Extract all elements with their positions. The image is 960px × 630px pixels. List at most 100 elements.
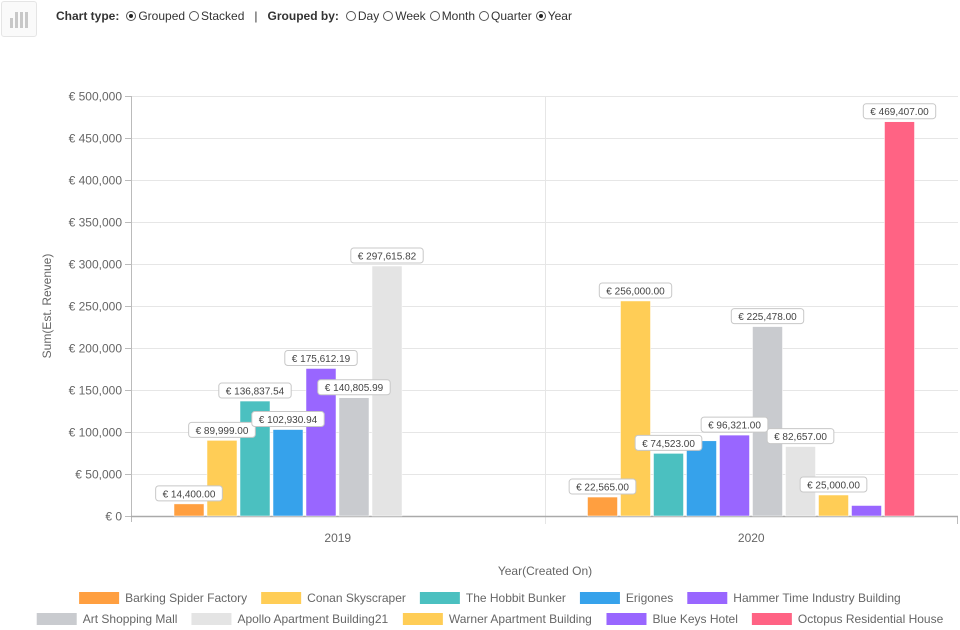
- radio-circle-icon[interactable]: [383, 11, 394, 21]
- legend-swatch: [579, 592, 620, 604]
- bar: [719, 434, 750, 517]
- data-label-text: € 89,999.00: [196, 426, 249, 437]
- data-label-text: € 74,523.00: [642, 439, 695, 450]
- legend-item[interactable]: The Hobbit Bunker: [419, 591, 566, 605]
- y-axis-title: Sum(Est. Revenue): [40, 254, 54, 359]
- radio-label: Month: [441, 9, 476, 23]
- legend-label: Art Shopping Mall: [83, 612, 178, 626]
- legend-label: Warner Apartment Building: [449, 612, 592, 626]
- bar: [173, 503, 205, 517]
- data-label-text: € 102,930.94: [259, 415, 318, 426]
- radio-circle-icon[interactable]: [126, 11, 137, 21]
- data-label-text: € 14,400.00: [163, 489, 216, 500]
- legend-item[interactable]: Hammer Time Industry Building: [687, 591, 901, 605]
- legend-label: Blue Keys Hotel: [652, 612, 737, 626]
- y-tick-label: € 150,000: [69, 384, 123, 398]
- data-label: € 82,657.00: [766, 428, 835, 445]
- data-label: € 297,615.82: [350, 247, 424, 264]
- legend-item[interactable]: Erigones: [579, 591, 673, 605]
- data-label-text: € 136,837.54: [226, 387, 285, 398]
- x-tick-label: 2020: [738, 531, 765, 545]
- data-label: € 225,478.00: [730, 308, 805, 325]
- data-label-text: € 297,615.82: [358, 252, 417, 263]
- bar: [338, 397, 370, 517]
- data-label: € 74,523.00: [634, 434, 703, 451]
- y-tick-label: € 200,000: [69, 342, 123, 356]
- y-tick-label: € 50,000: [75, 468, 122, 482]
- legend-swatch: [606, 613, 647, 625]
- bar: [206, 440, 238, 517]
- grouped-by-week-radio[interactable]: Week: [383, 9, 426, 23]
- bar: [686, 440, 717, 517]
- data-label-box: [766, 428, 835, 445]
- data-label-box: [634, 434, 703, 451]
- data-label-text: € 256,000.00: [606, 286, 665, 297]
- data-label-text: € 82,657.00: [774, 432, 827, 443]
- chart-type-stacked-radio[interactable]: Stacked: [189, 9, 244, 23]
- grouped-by-quarter-radio[interactable]: Quarter: [479, 9, 532, 23]
- data-label-box: [188, 421, 256, 438]
- data-label-box: [598, 282, 673, 299]
- legend-label: Barking Spider Factory: [125, 591, 247, 605]
- data-label: € 136,837.54: [218, 382, 292, 399]
- data-label: € 25,000.00: [799, 476, 868, 493]
- grouped-by-label: Grouped by:: [267, 9, 339, 23]
- data-label: € 256,000.00: [598, 282, 673, 299]
- legend-swatch: [402, 613, 443, 625]
- legend-label: The Hobbit Bunker: [466, 591, 566, 605]
- data-label: € 469,407.00: [862, 103, 937, 120]
- data-label-text: € 140,805.99: [325, 383, 384, 394]
- data-label-box: [284, 349, 358, 366]
- data-label-box: [568, 478, 637, 495]
- data-label-box: [251, 411, 325, 428]
- legend-swatch: [419, 592, 460, 604]
- data-label-text: € 22,565.00: [576, 483, 629, 494]
- data-label: € 175,612.19: [284, 349, 358, 366]
- data-label-box: [155, 485, 223, 502]
- bar: [818, 494, 849, 517]
- data-label: € 89,999.00: [188, 421, 256, 438]
- legend-item[interactable]: Conan Skyscraper: [261, 591, 406, 605]
- separator: |: [254, 9, 258, 23]
- bar: [884, 121, 915, 517]
- y-tick-label: € 500,000: [69, 90, 123, 104]
- bar: [851, 505, 882, 517]
- radio-circle-icon[interactable]: [479, 11, 490, 21]
- legend-item[interactable]: Art Shopping Mall: [36, 612, 178, 626]
- legend-label: Erigones: [626, 591, 673, 605]
- y-tick-label: € 0: [105, 510, 122, 524]
- legend-swatch: [36, 613, 77, 625]
- legend-item[interactable]: Apollo Apartment Building21: [191, 612, 389, 626]
- legend-item[interactable]: Barking Spider Factory: [79, 591, 247, 605]
- bar-chart-icon[interactable]: [1, 1, 37, 37]
- data-label-box: [730, 308, 805, 325]
- chart-type-grouped-radio[interactable]: Grouped: [126, 9, 185, 23]
- grouped-by-month-radio[interactable]: Month: [429, 9, 476, 23]
- legend-item[interactable]: Blue Keys Hotel: [606, 612, 738, 626]
- grouped-by-day-radio[interactable]: Day: [345, 9, 379, 23]
- legend: Barking Spider Factory Conan Skyscraper Th…: [36, 591, 944, 626]
- radio-circle-icon[interactable]: [345, 11, 356, 21]
- legend-item[interactable]: Warner Apartment Building: [402, 612, 592, 626]
- data-label: € 102,930.94: [251, 411, 325, 428]
- legend-label: Apollo Apartment Building21: [237, 612, 388, 626]
- y-tick-label: € 300,000: [69, 258, 123, 272]
- legend-item[interactable]: Octopus Residential House: [751, 612, 944, 626]
- legend-swatch: [79, 592, 120, 604]
- data-labels: € 14,400.00 € 89,999.00 € 136,837.54 € 102,…: [155, 103, 937, 502]
- radio-circle-icon[interactable]: [429, 11, 440, 21]
- data-label-box: [862, 103, 937, 120]
- bar: [272, 429, 304, 517]
- radio-circle-icon[interactable]: [535, 11, 546, 21]
- grouped-by-year-radio[interactable]: Year: [535, 9, 572, 23]
- data-label-text: € 175,612.19: [292, 354, 351, 365]
- data-label: € 22,565.00: [568, 478, 637, 495]
- y-tick-label: € 450,000: [69, 132, 123, 146]
- radio-circle-icon[interactable]: [189, 11, 200, 21]
- legend-swatch: [751, 613, 792, 625]
- y-tick-label: € 100,000: [69, 426, 123, 440]
- data-label: € 14,400.00: [155, 485, 223, 502]
- radio-label: Week: [395, 9, 426, 23]
- legend-label: Octopus Residential House: [798, 612, 944, 626]
